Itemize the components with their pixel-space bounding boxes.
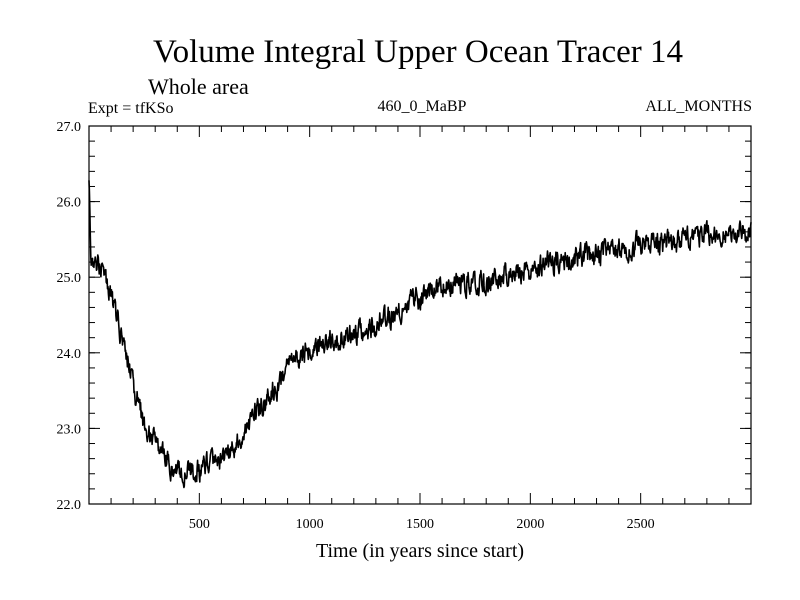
y-tick-label: 24.0 — [57, 347, 82, 362]
y-tick-label: 25.0 — [57, 271, 82, 286]
months-label: ALL_MONTHS — [645, 98, 752, 115]
x-tick-label: 2000 — [516, 517, 544, 532]
chart-title: Volume Integral Upper Ocean Tracer 14 — [153, 34, 683, 70]
series-line — [88, 180, 752, 489]
plot-frame — [88, 125, 752, 505]
period-label: 460_0_MaBP — [378, 98, 467, 115]
chart-subtitle: Whole area — [148, 74, 249, 99]
y-tick-label: 26.0 — [57, 196, 82, 211]
x-axis-ticks: 500 1000 1500 2000 2500 — [110, 126, 730, 532]
x-axis-label: Time (in years since start) — [316, 540, 524, 562]
y-tick-label: 27.0 — [57, 120, 82, 135]
x-tick-label: 2500 — [627, 517, 655, 532]
x-tick-label: 1000 — [296, 517, 324, 532]
y-axis-ticks: 22.0 23.0 24.0 25.0 26.0 27.0 — [57, 120, 751, 513]
experiment-label: Expt = tfKSo — [88, 100, 173, 117]
x-tick-label: 500 — [189, 517, 210, 532]
y-tick-label: 22.0 — [57, 498, 82, 513]
x-tick-label: 1500 — [406, 517, 434, 532]
y-tick-label: 23.0 — [57, 422, 82, 437]
